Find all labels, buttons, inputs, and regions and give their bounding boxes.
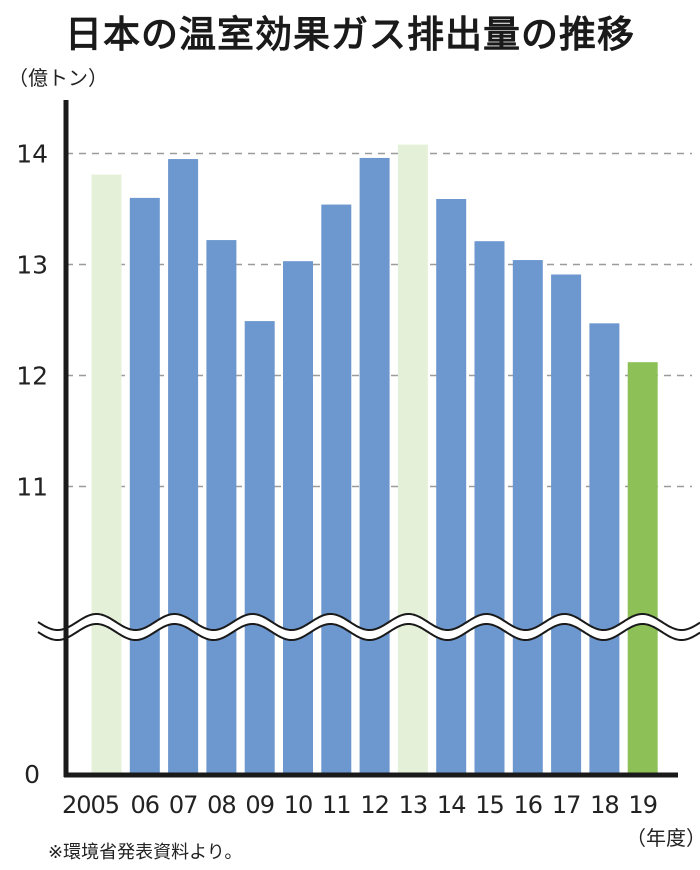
bar: [397, 144, 428, 775]
bar: [627, 362, 658, 775]
x-tick-label: 14: [437, 791, 466, 819]
x-tick-label: 11: [322, 791, 351, 819]
bar: [283, 261, 313, 775]
x-tick-label: 06: [131, 791, 160, 819]
y-tick-label: 11: [16, 473, 48, 502]
chart-title: 日本の温室効果ガス排出量の推移: [65, 13, 635, 56]
bar: [512, 260, 543, 775]
x-tick-label: 08: [207, 791, 236, 819]
x-tick-label: 12: [360, 791, 389, 819]
x-tick-label: 10: [284, 791, 313, 819]
x-tick-label: 2005: [62, 791, 119, 819]
x-axis-unit: （年度）: [626, 826, 700, 850]
bar: [91, 174, 122, 776]
x-tick-label: 17: [552, 791, 581, 819]
bar: [206, 240, 237, 775]
x-tick-label: 09: [245, 791, 274, 819]
break-line: [37, 613, 700, 631]
y-tick-label: 14: [16, 140, 48, 169]
source-note: ※環境省発表資料より。: [48, 842, 243, 863]
bar: [129, 197, 160, 775]
axis-break: [37, 613, 700, 641]
x-tick-label: 16: [514, 791, 543, 819]
bar: [474, 241, 505, 775]
x-tick-label: 15: [475, 791, 504, 819]
bars: [91, 144, 658, 776]
x-tick-label: 07: [169, 791, 198, 819]
x-tick-label: 19: [628, 791, 657, 819]
bar: [436, 199, 467, 775]
y-tick-label: 13: [16, 251, 48, 280]
y-tick-label: 0: [24, 760, 40, 789]
axes: [63, 100, 678, 778]
break-line: [37, 623, 700, 641]
y-tick-label: 12: [16, 362, 48, 391]
bar: [321, 204, 352, 775]
bar: [589, 323, 620, 775]
x-tick-label: 18: [590, 791, 619, 819]
y-axis-unit: （億トン）: [8, 66, 108, 90]
x-tick-label: 13: [399, 791, 428, 819]
bar: [551, 274, 582, 775]
break-band: [38, 614, 700, 640]
bar: [244, 321, 275, 775]
bar: [359, 157, 390, 775]
bar: [168, 159, 199, 776]
y-tick-labels: 0 11 12 13 14: [16, 140, 48, 790]
x-tick-labels: 2005 06 07 08 09 10 11 12 13 14 15 16 17 18 19: [62, 791, 658, 819]
